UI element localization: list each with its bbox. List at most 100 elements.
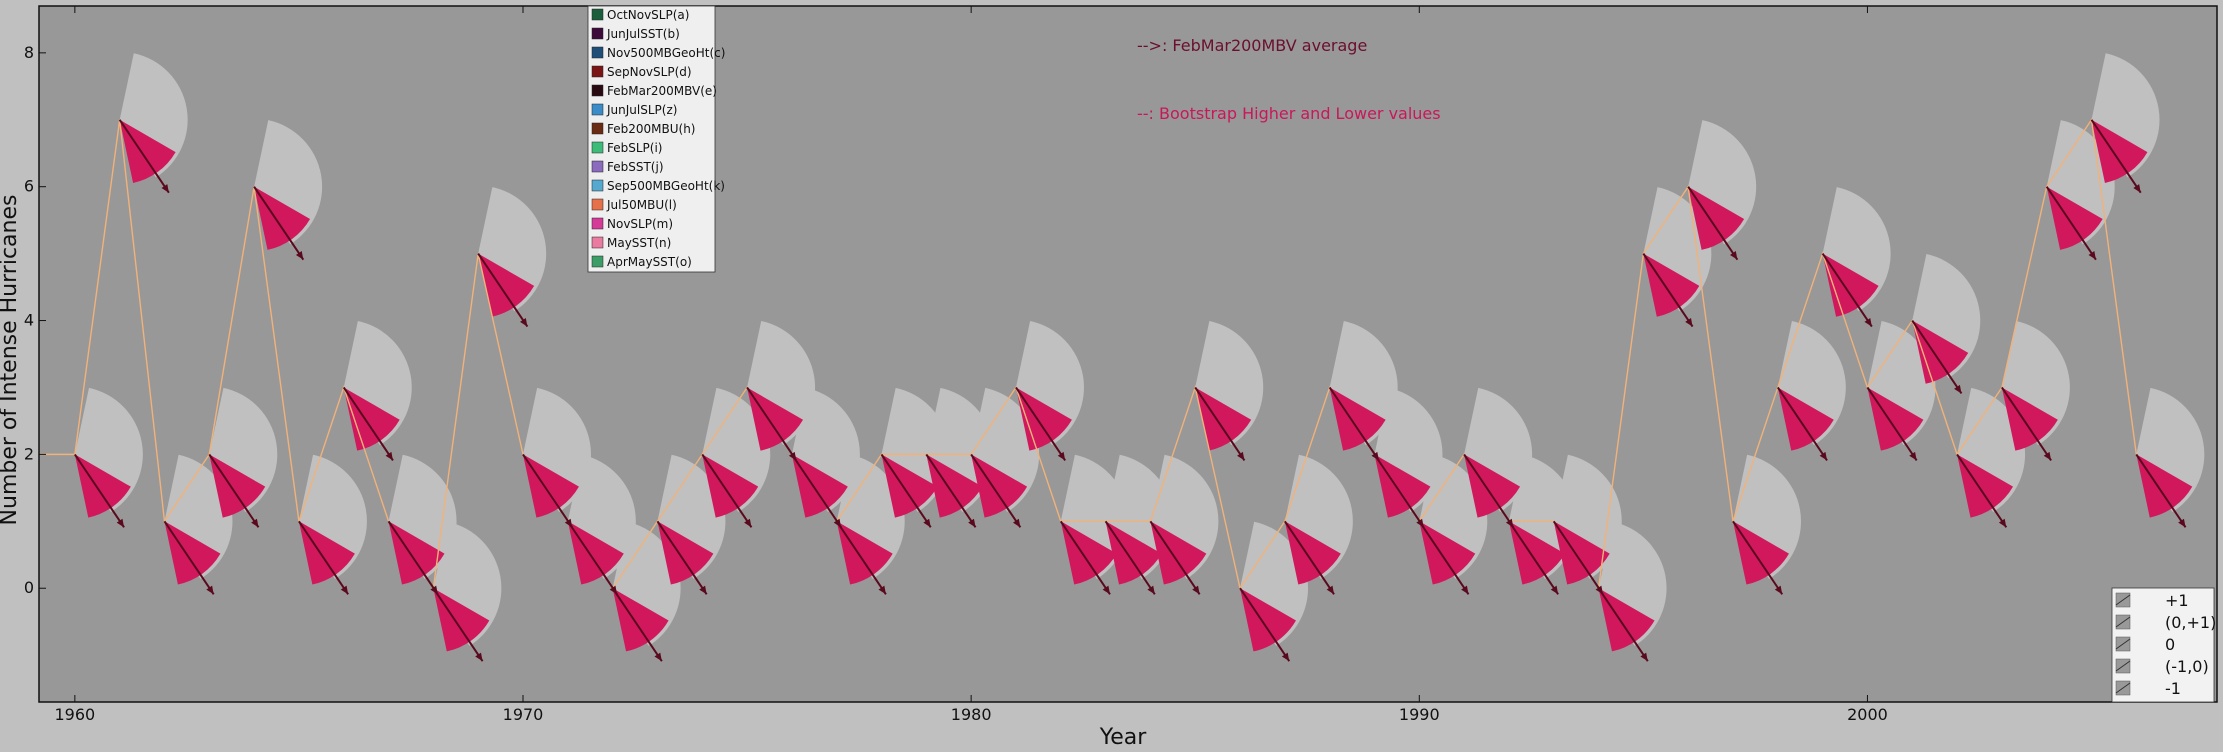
arrow-1995 bbox=[1642, 253, 1694, 328]
arrow-1974 bbox=[701, 453, 753, 528]
arrow-key: +1 (0,+1) 0 (-1,0) -1 bbox=[2111, 587, 2216, 703]
arrowhead-2001 bbox=[1954, 384, 1962, 394]
x-axis-title: Year bbox=[1099, 725, 1148, 750]
wedge-2000 bbox=[1867, 387, 1924, 451]
arrowhead-1986 bbox=[1281, 652, 1290, 662]
arrowhead-1968 bbox=[475, 652, 483, 662]
series-line-layer bbox=[39, 117, 2138, 591]
key-arrow-0 bbox=[2115, 594, 2131, 606]
arrowhead-2006 bbox=[2178, 518, 2186, 528]
arrow-1985 bbox=[1194, 386, 1246, 461]
arrowhead-1960 bbox=[116, 518, 125, 528]
arrow-1998 bbox=[1776, 386, 1828, 461]
arrowhead-1973 bbox=[699, 585, 707, 595]
arrowhead-1964 bbox=[295, 251, 304, 260]
arrowhead-1972 bbox=[654, 652, 662, 662]
arrow-1960 bbox=[74, 453, 125, 528]
wedge-1960 bbox=[74, 454, 131, 518]
wedge-1977 bbox=[836, 521, 893, 585]
arrow-1993 bbox=[1552, 520, 1604, 595]
arrowhead-1998 bbox=[1819, 451, 1828, 461]
legend-label-9: Sep500MBGeoHt(k) bbox=[607, 179, 725, 193]
key-arrow-2 bbox=[2115, 638, 2131, 650]
arrow-1984 bbox=[1149, 520, 1201, 595]
wedge-1973 bbox=[657, 521, 714, 585]
arrow-1992 bbox=[1508, 520, 1559, 595]
wedge-2004 bbox=[2046, 186, 2103, 250]
wedge-2001 bbox=[1912, 320, 1969, 384]
key-label-1: (0,+1) bbox=[2165, 613, 2216, 632]
arrowhead-1994 bbox=[1640, 652, 1648, 662]
legend-label-11: NovSLP(m) bbox=[607, 217, 673, 231]
arrow-1966 bbox=[342, 386, 394, 461]
y-tick-label-4: 4 bbox=[24, 311, 34, 330]
arrow-1978 bbox=[880, 453, 932, 528]
arrow-1981 bbox=[1015, 386, 1067, 461]
arrow-1962 bbox=[163, 520, 215, 595]
arrow-1996 bbox=[1687, 186, 1739, 261]
x-tick-label-1960: 1960 bbox=[54, 705, 95, 724]
arrow-1963 bbox=[208, 453, 260, 528]
wedge-1982 bbox=[1060, 521, 1117, 585]
arrow-1977 bbox=[835, 520, 887, 595]
arrowhead-1974 bbox=[744, 518, 752, 528]
arrow-2005 bbox=[2090, 119, 2142, 194]
wedge-1968 bbox=[433, 588, 490, 652]
arrow-1987 bbox=[1284, 520, 1335, 595]
wedge-1981 bbox=[1015, 387, 1072, 451]
legend-swatch-1 bbox=[591, 27, 604, 40]
wedge-1999 bbox=[1822, 253, 1879, 317]
wedge-1985 bbox=[1195, 387, 1252, 451]
arrow-1972 bbox=[611, 587, 663, 662]
wedge-1971 bbox=[567, 521, 624, 585]
arrow-2004 bbox=[2045, 186, 2097, 261]
arrow-layer bbox=[74, 119, 2187, 662]
arrow-2002 bbox=[1956, 453, 2008, 528]
y-tick-label-0: 0 bbox=[24, 578, 34, 597]
legend-label-5: JunJulSLP(z) bbox=[606, 103, 677, 117]
arrow-1965 bbox=[298, 520, 349, 595]
arrow-2006 bbox=[2135, 453, 2187, 528]
wedge-1969 bbox=[478, 253, 535, 317]
wedge-1993 bbox=[1553, 521, 1610, 585]
wedge-2005 bbox=[2091, 119, 2148, 183]
wedge-1991 bbox=[1464, 454, 1521, 518]
arrow-1982 bbox=[1059, 520, 1111, 595]
arrowhead-1969 bbox=[520, 317, 528, 327]
arrowhead-1982 bbox=[1102, 585, 1110, 595]
arrowhead-1977 bbox=[878, 585, 886, 595]
wedge-1988 bbox=[1329, 387, 1386, 451]
legend-swatch-11 bbox=[591, 217, 604, 230]
arrow-1991 bbox=[1463, 453, 1515, 528]
legend-swatch-9 bbox=[591, 179, 604, 192]
legend-swatch-3 bbox=[591, 65, 604, 78]
legend-swatch-0 bbox=[591, 8, 604, 21]
arrow-1999 bbox=[1821, 253, 1873, 328]
arrowhead-1981 bbox=[1057, 451, 1066, 461]
arrowhead-1963 bbox=[251, 518, 259, 528]
arrowhead-1978 bbox=[923, 518, 931, 528]
key-label-2: 0 bbox=[2165, 635, 2175, 654]
arrow-1983 bbox=[1104, 520, 1156, 595]
arrow-1988 bbox=[1328, 386, 1380, 461]
arrowhead-1996 bbox=[1730, 251, 1738, 260]
wedge-2006 bbox=[2136, 454, 2193, 518]
legend-box bbox=[587, 5, 716, 273]
annotation-bootstrap: --: Bootstrap Higher and Lower values bbox=[1137, 104, 1441, 123]
legend-swatch-10 bbox=[591, 198, 604, 211]
wedge-1961 bbox=[119, 119, 176, 183]
wedge-1995 bbox=[1643, 253, 1700, 317]
arrowhead-1987 bbox=[1326, 585, 1335, 595]
annotation-average: -->: FebMar200MBV average bbox=[1137, 36, 1367, 55]
key-label-3: (-1,0) bbox=[2165, 657, 2209, 676]
arrow-1973 bbox=[656, 520, 708, 595]
arrow-1968 bbox=[432, 587, 484, 662]
wedge-1962 bbox=[164, 521, 221, 585]
legend-swatch-8 bbox=[591, 160, 604, 173]
arrowhead-1990 bbox=[1461, 585, 1469, 595]
arrowhead-2005 bbox=[2133, 184, 2141, 193]
legend-label-7: FebSLP(i) bbox=[607, 141, 662, 155]
wedge-1983 bbox=[1105, 521, 1162, 585]
key-arrow-4 bbox=[2115, 682, 2131, 694]
